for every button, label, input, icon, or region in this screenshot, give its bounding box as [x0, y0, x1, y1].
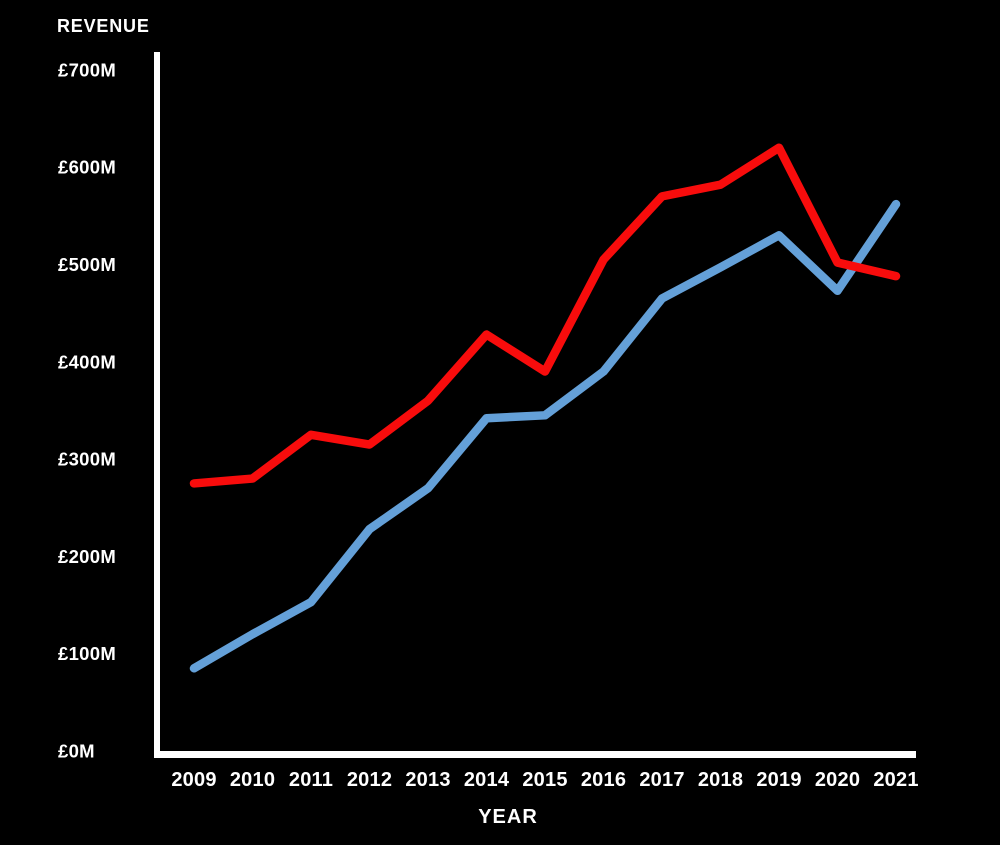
y-tick-label: £400M [58, 351, 116, 372]
y-tick-label: £700M [58, 59, 116, 80]
x-tick-label: 2018 [698, 769, 743, 791]
red-line [189, 143, 901, 488]
chart-title: REVENUE [57, 16, 150, 36]
x-tick-label: 2021 [873, 769, 918, 791]
x-tick-label: 2009 [171, 769, 216, 791]
x-axis-title: YEAR [478, 806, 538, 828]
x-tick-label: 2015 [522, 769, 567, 791]
x-tick-label: 2013 [405, 769, 450, 791]
x-tick-label: 2014 [464, 769, 510, 791]
x-tick-label: 2017 [639, 769, 684, 791]
x-tick-label: 2019 [756, 769, 801, 791]
y-tick-label: £600M [58, 157, 116, 178]
y-tick-label: £0M [58, 741, 95, 762]
x-tick-label: 2020 [815, 769, 860, 791]
x-axis-line [154, 751, 916, 758]
blue-line [189, 199, 901, 673]
y-tick-label: £200M [58, 546, 116, 567]
y-tick-label: £500M [58, 254, 116, 275]
x-tick-label: 2012 [347, 769, 392, 791]
x-tick-label: 2011 [289, 769, 333, 791]
x-tick-label: 2010 [230, 769, 275, 791]
x-tick-label: 2016 [581, 769, 626, 791]
y-tick-label: £300M [58, 449, 116, 470]
y-axis-line [154, 52, 160, 758]
y-tick-label: £100M [58, 643, 116, 664]
